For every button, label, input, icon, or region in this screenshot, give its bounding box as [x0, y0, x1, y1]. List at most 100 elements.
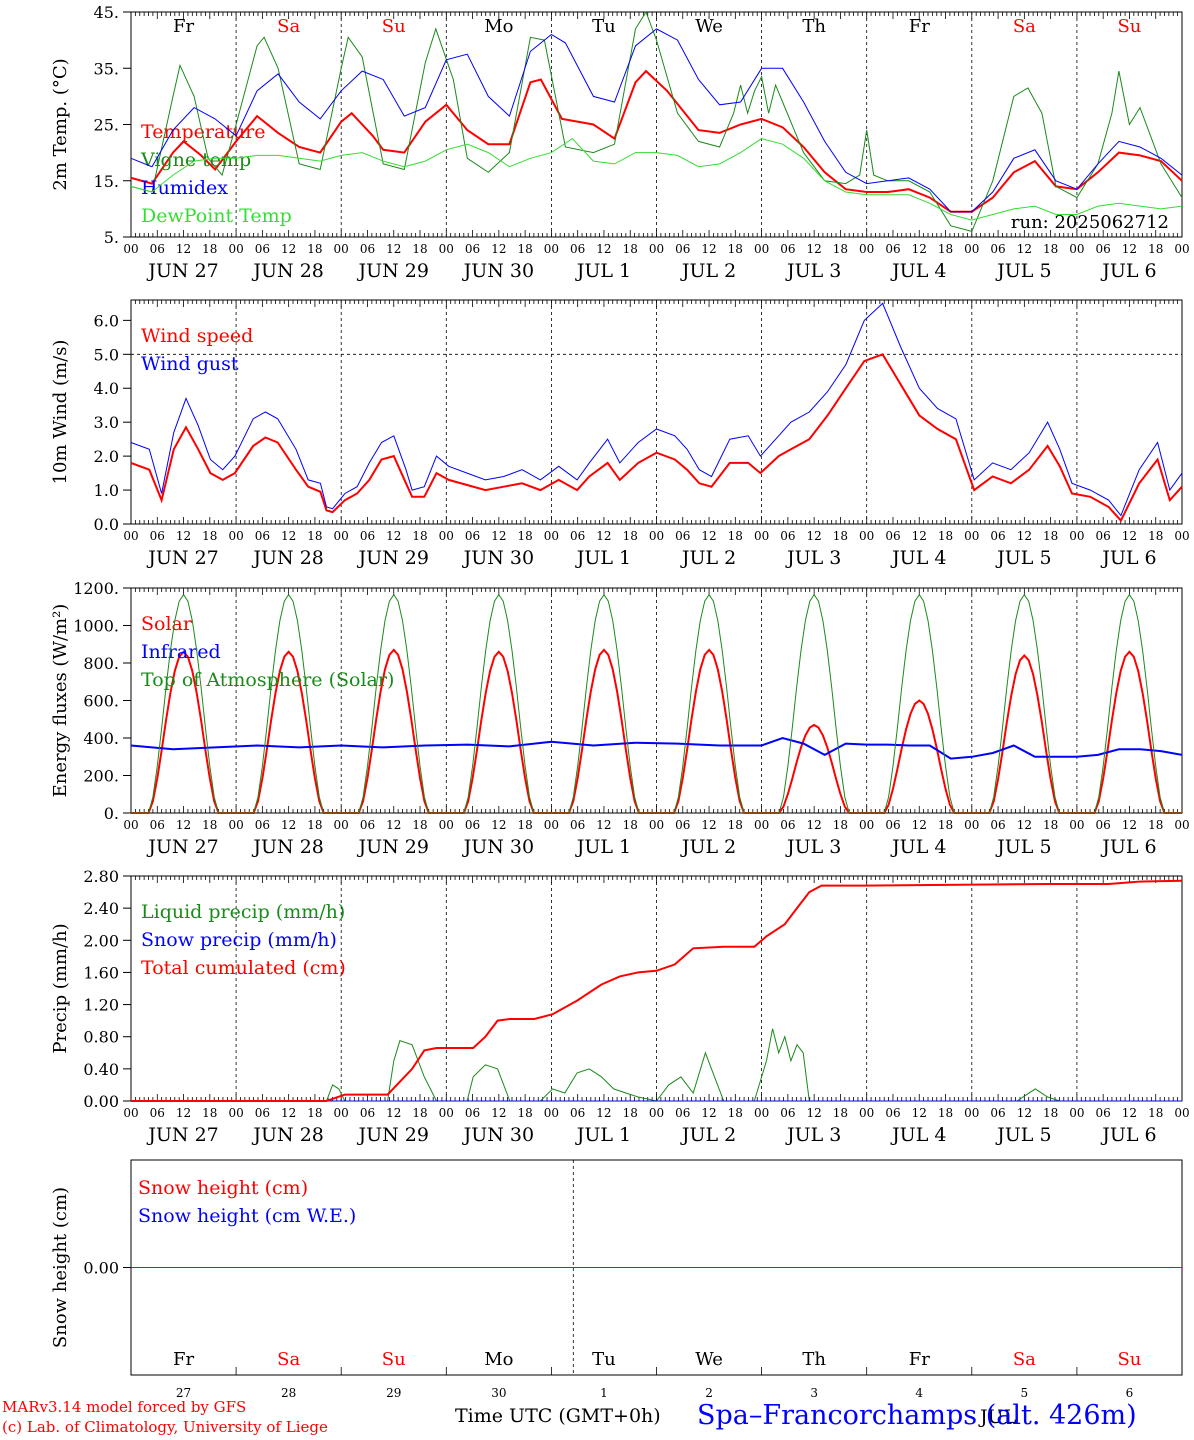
hour-tick-label: 00	[439, 1106, 454, 1120]
date-label: JUN 28	[251, 260, 323, 282]
legend-entry: Snow height (cm W.E.)	[138, 1205, 356, 1227]
hour-tick-label: 00	[649, 242, 664, 256]
credit-line-1: MARv3.14 model forced by GFS	[2, 1398, 247, 1416]
hour-tick-label: 06	[465, 818, 480, 832]
y-tick-label: 1.60	[83, 963, 119, 982]
hour-tick-label: 06	[150, 242, 165, 256]
hour-tick-label: 12	[596, 818, 611, 832]
hour-tick-label: 06	[675, 529, 690, 543]
legend-entry: Snow precip (mm/h)	[141, 929, 337, 951]
hour-tick-label: 18	[623, 1106, 638, 1120]
hour-tick-label: 00	[544, 242, 559, 256]
panel-frame-2	[130, 299, 1183, 525]
day-number-label: 2	[705, 1386, 713, 1400]
weekday-label: Sa	[277, 16, 300, 37]
hour-tick-label: 18	[938, 1106, 953, 1120]
y-tick-label: 0.00	[83, 1259, 119, 1278]
hour-tick-label: 06	[150, 1106, 165, 1120]
hour-tick-label: 18	[728, 818, 743, 832]
hour-tick-label: 18	[938, 818, 953, 832]
hour-tick-label: 00	[859, 1106, 874, 1120]
hour-tick-label: 18	[623, 818, 638, 832]
weekday-label: Mo	[484, 16, 513, 37]
day-number-label: 1	[600, 1386, 608, 1400]
hour-tick-label: 00	[123, 818, 138, 832]
weekday-label: Fr	[173, 16, 194, 37]
y-tick-label: 5.	[104, 228, 119, 247]
hour-tick-label: 06	[360, 1106, 375, 1120]
weekday-label: Tu	[592, 1349, 616, 1370]
date-label: JUL 4	[890, 547, 946, 569]
date-label: JUL 3	[785, 1124, 841, 1146]
date-label: JUN 28	[251, 1124, 323, 1146]
hour-tick-label: 00	[123, 529, 138, 543]
hour-tick-label: 00	[754, 242, 769, 256]
date-label: JUL 2	[680, 1124, 736, 1146]
date-label: JUL 4	[890, 260, 946, 282]
y-tick-label: 0.0	[94, 515, 119, 534]
weekday-label: We	[695, 1349, 723, 1370]
hour-tick-label: 12	[491, 818, 506, 832]
series-line-temperature	[130, 69, 1183, 213]
hour-tick-label: 06	[885, 1106, 900, 1120]
y-tick-label: 0.40	[83, 1060, 119, 1079]
date-label: JUL 2	[680, 836, 736, 858]
legend-entry: Humidex	[141, 177, 228, 199]
hour-tick-label: 06	[780, 1106, 795, 1120]
legend-entry: Temperature	[141, 121, 265, 143]
hour-tick-label: 12	[176, 818, 191, 832]
y-tick-label: 25.	[94, 116, 119, 135]
hour-tick-label: 06	[1096, 818, 1111, 832]
hour-tick-label: 18	[517, 529, 532, 543]
y-tick-label: 800.	[83, 654, 119, 673]
y-tick-label: 2.00	[83, 931, 119, 950]
weekday-label: Su	[382, 1349, 406, 1370]
date-label: JUL 4	[890, 836, 946, 858]
y-axis-label: 2m Temp. (°C)	[50, 58, 71, 190]
hour-tick-label: 06	[150, 529, 165, 543]
date-label: JUN 29	[357, 1124, 429, 1146]
hour-tick-label: 12	[176, 1106, 191, 1120]
hour-tick-label: 00	[334, 818, 349, 832]
hour-tick-label: 06	[255, 529, 270, 543]
hour-tick-label: 12	[1017, 818, 1032, 832]
date-label: JUN 29	[357, 547, 429, 569]
hour-tick-label: 18	[412, 818, 427, 832]
hour-tick-label: 00	[228, 242, 243, 256]
series-line-top-of-atmosphere-solar-	[131, 593, 1182, 814]
hour-tick-label: 12	[1122, 1106, 1137, 1120]
hour-tick-label: 12	[176, 242, 191, 256]
y-tick-label: 15.	[94, 172, 119, 191]
hour-tick-label: 12	[912, 818, 927, 832]
legend-entry: Top of Atmosphere (Solar)	[141, 669, 394, 691]
hour-tick-label: 00	[334, 529, 349, 543]
hour-tick-label: 06	[885, 529, 900, 543]
hour-tick-label: 12	[386, 242, 401, 256]
y-tick-label: 2.40	[83, 899, 119, 918]
date-label: JUL 5	[995, 1124, 1051, 1146]
hour-tick-label: 06	[570, 818, 585, 832]
date-label: JUL 6	[1100, 547, 1156, 569]
date-label: JUN 30	[462, 1124, 534, 1146]
hour-tick-label: 12	[1017, 1106, 1032, 1120]
hour-tick-label: 06	[885, 242, 900, 256]
legend-entry: Wind speed	[141, 325, 253, 347]
hour-tick-label: 00	[859, 529, 874, 543]
y-tick-label: 1.0	[94, 481, 119, 500]
hour-tick-label: 06	[570, 529, 585, 543]
y-tick-label: 0.	[104, 804, 119, 823]
hour-tick-label: 00	[964, 818, 979, 832]
hour-tick-label: 12	[1122, 818, 1137, 832]
hour-tick-label: 12	[701, 1106, 716, 1120]
hour-tick-label: 06	[150, 818, 165, 832]
date-label: JUN 28	[251, 836, 323, 858]
series-line-vigne-temp	[130, 10, 1183, 232]
hour-tick-label: 06	[675, 818, 690, 832]
hour-tick-label: 12	[701, 529, 716, 543]
hour-tick-label: 12	[491, 1106, 506, 1120]
hour-tick-label: 06	[570, 242, 585, 256]
panel-frame-3	[130, 587, 1183, 814]
series-line-infrared	[130, 736, 1183, 760]
hour-tick-label: 12	[1017, 529, 1032, 543]
date-label: JUN 30	[462, 260, 534, 282]
